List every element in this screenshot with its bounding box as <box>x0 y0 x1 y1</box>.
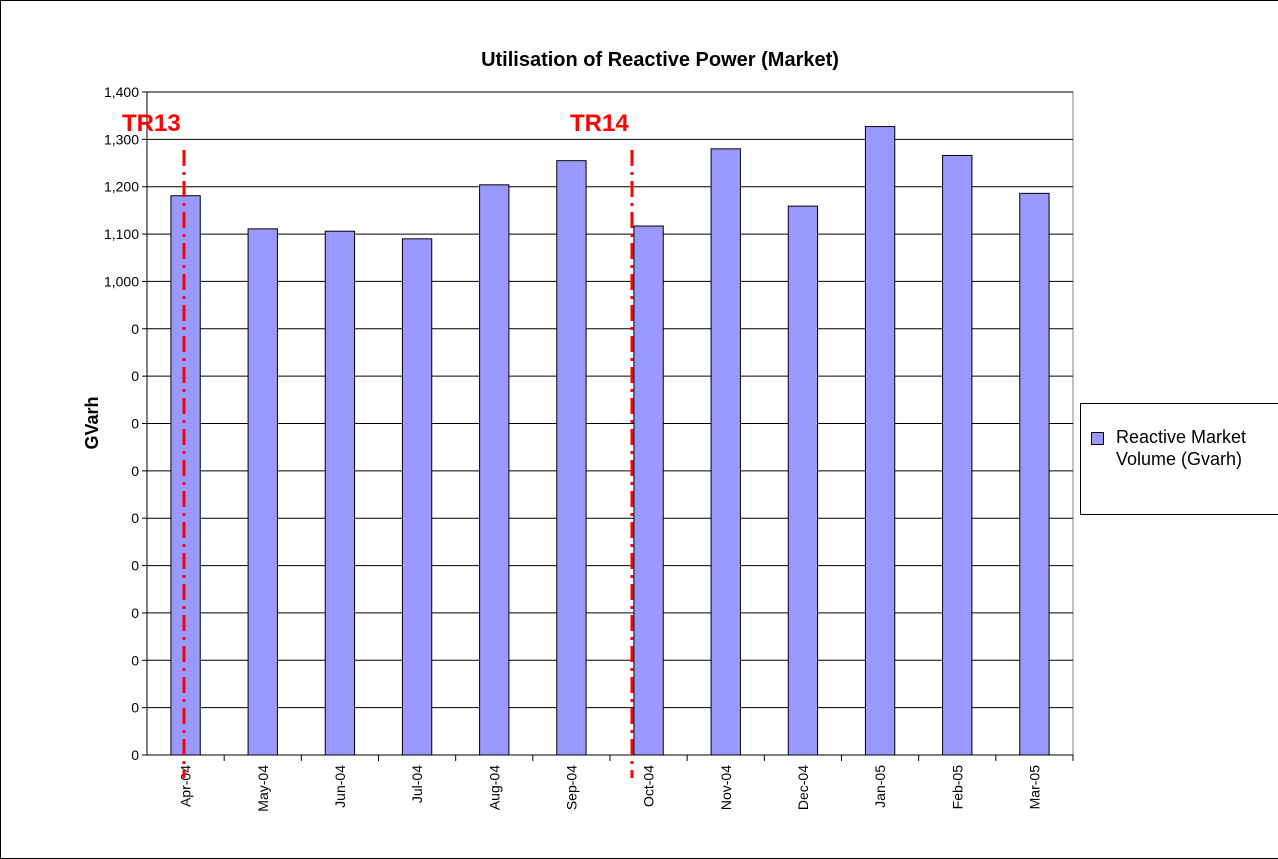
legend: Reactive Market Volume (Gvarh) <box>1080 403 1278 515</box>
x-tick-label: Dec-04 <box>795 765 811 810</box>
legend-label: Reactive Market Volume (Gvarh) <box>1116 427 1247 469</box>
y-tick-label: 0 <box>131 510 139 526</box>
bar <box>864 126 896 756</box>
bar <box>401 238 433 756</box>
bar <box>787 205 819 756</box>
x-tick-label: Aug-04 <box>486 765 502 810</box>
chart-title: Utilisation of Reactive Power (Market) <box>481 49 839 71</box>
y-tick-label: 0 <box>131 605 139 621</box>
x-tick-label: Jan-05 <box>872 765 888 808</box>
y-tick-label: 0 <box>131 700 139 716</box>
bar <box>170 195 201 756</box>
y-tick-label: 0 <box>131 747 139 763</box>
y-tick-label: 1,300 <box>104 131 139 147</box>
x-tick-label: Jul-04 <box>409 765 425 803</box>
x-tick-label: Sep-04 <box>563 765 579 810</box>
bar <box>556 160 587 756</box>
bar <box>247 228 278 756</box>
annotation: TR13 <box>122 110 181 137</box>
y-tick-label: 1,200 <box>104 179 139 195</box>
bar <box>942 154 973 756</box>
x-tick-label: Apr-04 <box>178 765 194 807</box>
x-tick-label: Nov-04 <box>718 765 734 810</box>
y-tick-label: 0 <box>131 652 139 668</box>
y-axis-title: GVarh <box>82 396 102 449</box>
bar <box>479 184 510 756</box>
y-tick-label: 0 <box>131 416 139 432</box>
x-tick-label: Oct-04 <box>641 765 657 807</box>
bar <box>324 230 356 756</box>
y-tick-label: 1,000 <box>104 273 139 289</box>
bar <box>633 225 664 756</box>
bar <box>710 148 741 756</box>
x-tick-label: Feb-05 <box>949 765 965 810</box>
bar <box>1019 192 1050 756</box>
y-tick-label: 0 <box>131 463 139 479</box>
y-tick-label: 0 <box>131 368 139 384</box>
x-tick-label: May-04 <box>255 765 271 812</box>
annotation: TR14 <box>570 110 629 137</box>
x-tick-label: Mar-05 <box>1026 765 1042 810</box>
x-tick-label: Jun-04 <box>332 765 348 808</box>
y-tick-label: 1,100 <box>104 226 139 242</box>
plot-area: 0 0 0 0 0 0 0 0 0 0 1,000 1,100 1,200 1,300 1,400 Apr-0… <box>104 84 1074 812</box>
legend-swatch <box>1091 432 1104 445</box>
y-tick-label: 0 <box>131 558 139 574</box>
y-tick-label: 0 <box>131 321 139 337</box>
y-tick-label: 1,400 <box>104 84 139 100</box>
